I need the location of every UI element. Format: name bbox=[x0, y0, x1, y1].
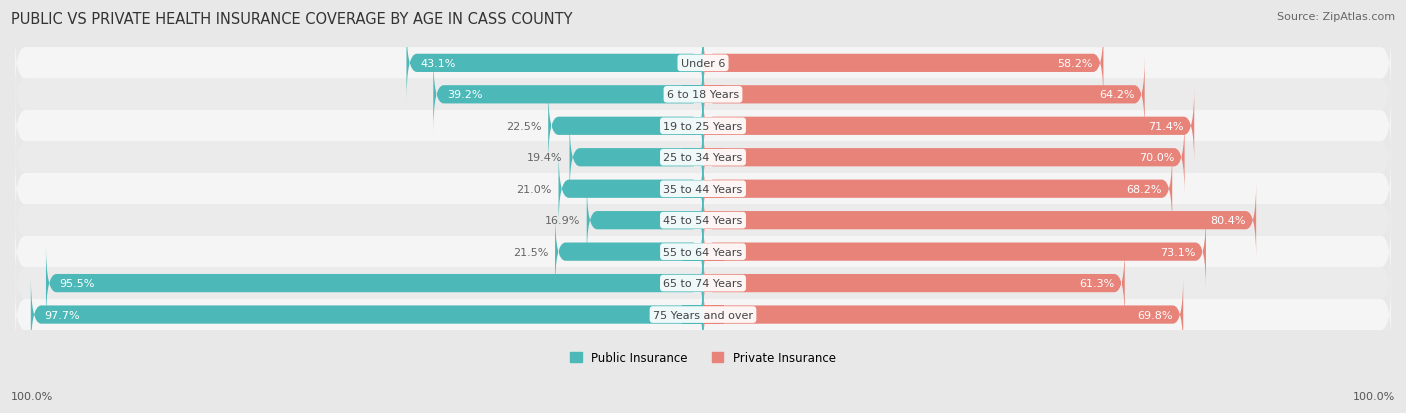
FancyBboxPatch shape bbox=[703, 277, 1184, 353]
FancyBboxPatch shape bbox=[703, 183, 1256, 259]
Text: 100.0%: 100.0% bbox=[1353, 391, 1395, 401]
FancyBboxPatch shape bbox=[433, 57, 703, 133]
Bar bbox=[682, 55, 703, 73]
FancyBboxPatch shape bbox=[703, 88, 1194, 164]
FancyBboxPatch shape bbox=[15, 126, 1391, 189]
FancyBboxPatch shape bbox=[15, 189, 1391, 252]
FancyBboxPatch shape bbox=[15, 283, 1391, 346]
Bar bbox=[703, 180, 724, 198]
FancyBboxPatch shape bbox=[703, 26, 1104, 102]
Text: 21.5%: 21.5% bbox=[513, 247, 548, 257]
FancyBboxPatch shape bbox=[15, 158, 1391, 221]
Bar bbox=[703, 149, 724, 167]
Text: 25 to 34 Years: 25 to 34 Years bbox=[664, 153, 742, 163]
Text: 55 to 64 Years: 55 to 64 Years bbox=[664, 247, 742, 257]
FancyBboxPatch shape bbox=[15, 64, 1391, 126]
FancyBboxPatch shape bbox=[569, 120, 703, 196]
Text: 75 Years and over: 75 Years and over bbox=[652, 310, 754, 320]
Bar bbox=[703, 274, 724, 292]
Bar bbox=[682, 86, 703, 104]
Text: 70.0%: 70.0% bbox=[1139, 153, 1174, 163]
Text: 21.0%: 21.0% bbox=[516, 184, 551, 194]
Bar bbox=[682, 149, 703, 167]
Text: 6 to 18 Years: 6 to 18 Years bbox=[666, 90, 740, 100]
FancyBboxPatch shape bbox=[15, 221, 1391, 283]
Bar bbox=[682, 180, 703, 198]
FancyBboxPatch shape bbox=[703, 245, 1125, 321]
Text: 43.1%: 43.1% bbox=[420, 59, 456, 69]
Text: 16.9%: 16.9% bbox=[544, 216, 579, 225]
Bar bbox=[703, 306, 724, 324]
FancyBboxPatch shape bbox=[703, 214, 1206, 290]
Text: 97.7%: 97.7% bbox=[45, 310, 80, 320]
Text: 71.4%: 71.4% bbox=[1149, 121, 1184, 131]
Text: 64.2%: 64.2% bbox=[1099, 90, 1135, 100]
Text: 19 to 25 Years: 19 to 25 Years bbox=[664, 121, 742, 131]
FancyBboxPatch shape bbox=[586, 183, 703, 259]
FancyBboxPatch shape bbox=[703, 120, 1185, 196]
Text: 100.0%: 100.0% bbox=[11, 391, 53, 401]
Bar bbox=[682, 274, 703, 292]
Bar bbox=[682, 117, 703, 135]
Text: 65 to 74 Years: 65 to 74 Years bbox=[664, 278, 742, 288]
Bar bbox=[703, 86, 724, 104]
Text: 80.4%: 80.4% bbox=[1211, 216, 1246, 225]
FancyBboxPatch shape bbox=[558, 151, 703, 227]
Legend: Public Insurance, Private Insurance: Public Insurance, Private Insurance bbox=[571, 351, 835, 364]
Text: Source: ZipAtlas.com: Source: ZipAtlas.com bbox=[1277, 12, 1395, 22]
Bar bbox=[682, 306, 703, 324]
Text: 61.3%: 61.3% bbox=[1080, 278, 1115, 288]
FancyBboxPatch shape bbox=[46, 245, 703, 321]
Bar bbox=[682, 211, 703, 230]
Text: 73.1%: 73.1% bbox=[1160, 247, 1195, 257]
Text: 58.2%: 58.2% bbox=[1057, 59, 1092, 69]
Text: 95.5%: 95.5% bbox=[59, 278, 96, 288]
Bar bbox=[703, 55, 724, 73]
FancyBboxPatch shape bbox=[406, 26, 703, 102]
Bar bbox=[703, 117, 724, 135]
Text: 68.2%: 68.2% bbox=[1126, 184, 1161, 194]
FancyBboxPatch shape bbox=[15, 95, 1391, 158]
Text: 35 to 44 Years: 35 to 44 Years bbox=[664, 184, 742, 194]
FancyBboxPatch shape bbox=[703, 57, 1144, 133]
Bar bbox=[703, 243, 724, 261]
Text: 22.5%: 22.5% bbox=[506, 121, 541, 131]
Bar bbox=[682, 243, 703, 261]
Text: 69.8%: 69.8% bbox=[1137, 310, 1173, 320]
FancyBboxPatch shape bbox=[548, 88, 703, 164]
Text: 45 to 54 Years: 45 to 54 Years bbox=[664, 216, 742, 225]
Text: 39.2%: 39.2% bbox=[447, 90, 482, 100]
Text: 19.4%: 19.4% bbox=[527, 153, 562, 163]
FancyBboxPatch shape bbox=[31, 277, 703, 353]
Text: Under 6: Under 6 bbox=[681, 59, 725, 69]
FancyBboxPatch shape bbox=[15, 32, 1391, 95]
FancyBboxPatch shape bbox=[15, 252, 1391, 315]
Bar bbox=[703, 211, 724, 230]
FancyBboxPatch shape bbox=[703, 151, 1173, 227]
FancyBboxPatch shape bbox=[555, 214, 703, 290]
Text: PUBLIC VS PRIVATE HEALTH INSURANCE COVERAGE BY AGE IN CASS COUNTY: PUBLIC VS PRIVATE HEALTH INSURANCE COVER… bbox=[11, 12, 572, 27]
